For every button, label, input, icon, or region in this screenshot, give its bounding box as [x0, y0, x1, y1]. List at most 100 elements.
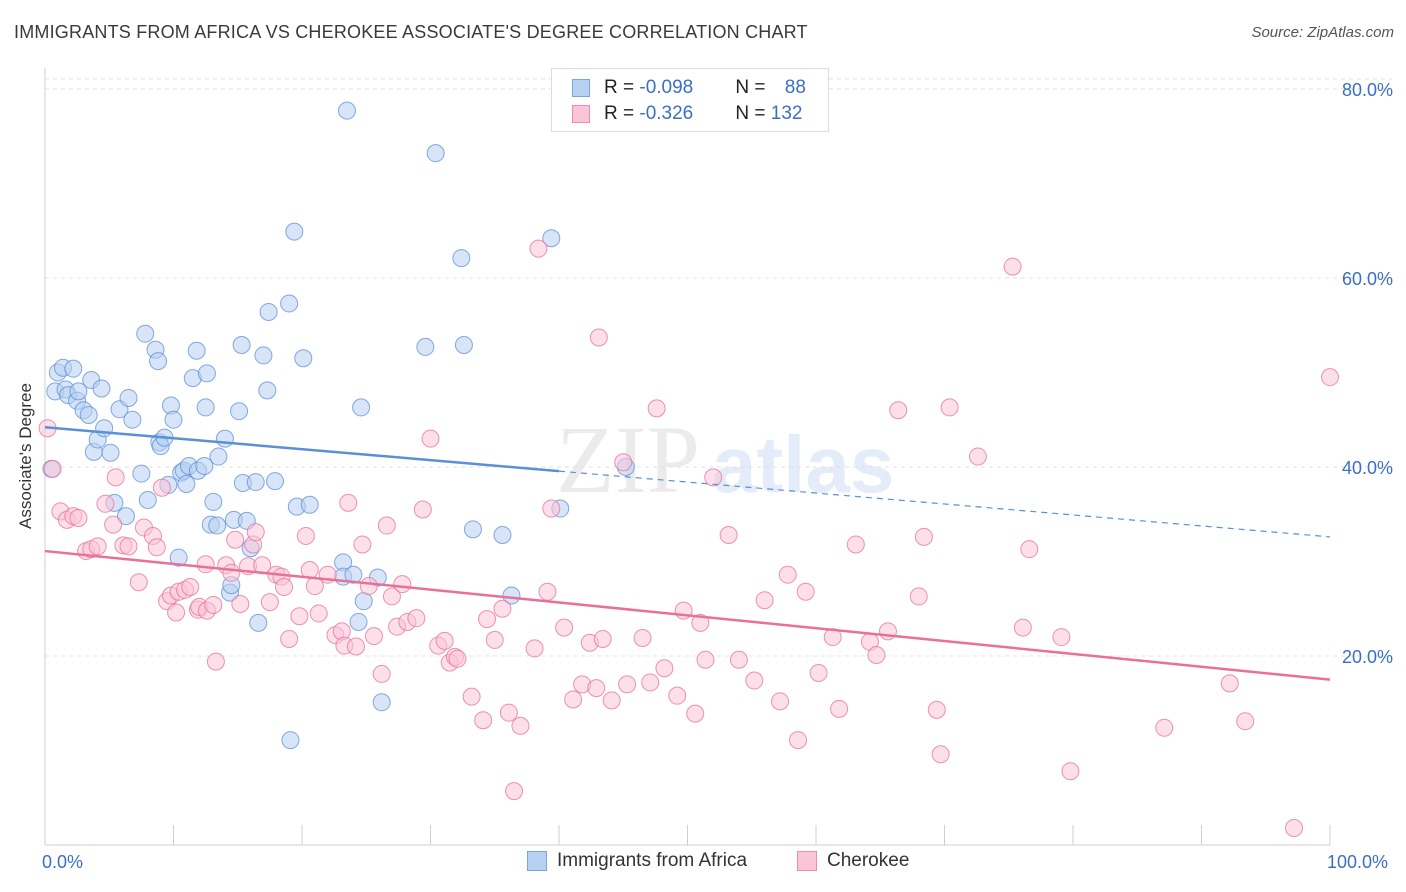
data-point — [1220, 674, 1239, 693]
data-point — [452, 249, 471, 268]
data-point — [614, 453, 633, 472]
legend-r-label: R = — [604, 77, 640, 98]
data-point — [587, 679, 606, 698]
data-point — [729, 650, 748, 669]
data-point — [796, 582, 815, 601]
data-point — [377, 516, 396, 535]
data-point — [878, 622, 897, 641]
data-point — [589, 328, 608, 347]
data-point — [416, 337, 435, 356]
legend-r-value: -0.098 — [639, 77, 694, 98]
legend-n-value: 88 — [784, 77, 806, 98]
data-point — [129, 573, 148, 592]
data-point — [116, 507, 135, 526]
data-point — [655, 659, 674, 678]
data-point — [354, 592, 373, 611]
data-point — [132, 464, 151, 483]
data-point — [542, 229, 561, 248]
data-point — [529, 239, 548, 258]
data-point — [493, 599, 512, 618]
legend-n-value: 132 — [770, 103, 803, 124]
data-point — [789, 731, 808, 750]
data-point — [232, 336, 251, 355]
data-point — [280, 629, 299, 648]
data-point — [830, 699, 849, 718]
data-point — [349, 612, 368, 631]
legend-n-label: N = — [735, 77, 771, 98]
data-point — [95, 419, 114, 438]
watermark-atlas: atlas — [712, 420, 894, 509]
data-point — [478, 610, 497, 629]
data-point — [511, 716, 530, 735]
series-legend: Immigrants from Africa Cherokee — [0, 850, 1406, 878]
data-point — [119, 388, 138, 407]
data-point — [778, 565, 797, 584]
data-point — [931, 745, 950, 764]
data-point — [119, 537, 138, 556]
legend-n-label: N = — [735, 103, 771, 124]
data-point — [421, 429, 440, 448]
data-point — [104, 515, 123, 534]
legend-r-value: -0.326 — [639, 103, 694, 124]
data-point — [686, 704, 705, 723]
data-point — [525, 639, 544, 658]
data-point — [823, 628, 842, 647]
data-point — [249, 613, 268, 632]
data-point — [538, 582, 557, 601]
data-point — [909, 587, 928, 606]
legend-r-label: R = — [604, 103, 640, 124]
data-point — [771, 692, 790, 711]
data-point — [968, 447, 987, 466]
legend-label-cherokee: Cherokee — [827, 850, 910, 871]
data-point — [208, 516, 227, 535]
legend-item-cherokee[interactable]: Cherokee — [797, 850, 909, 872]
data-point — [136, 324, 155, 343]
data-point — [290, 607, 309, 626]
data-point — [1013, 618, 1032, 637]
data-point — [372, 664, 391, 683]
data-point — [196, 555, 215, 574]
series-cherokee — [38, 239, 1339, 837]
data-point — [88, 537, 107, 556]
data-point — [485, 630, 504, 649]
data-point — [230, 402, 249, 421]
legend-swatch-africa — [527, 851, 547, 871]
data-point — [889, 401, 908, 420]
x-tick-label-max: 100.0% — [1327, 852, 1389, 872]
correlation-legend: R = -0.098 N = 88 R = -0.326 N = 132 — [551, 68, 829, 132]
data-point — [64, 359, 83, 378]
legend-swatch-cherokee — [797, 851, 817, 871]
chart-title: IMMIGRANTS FROM AFRICA VS CHEROKEE ASSOC… — [14, 22, 808, 42]
data-point — [204, 492, 223, 511]
data-point — [266, 472, 285, 491]
data-point — [147, 538, 166, 557]
source-label: Source: ZipAtlas.com — [1251, 24, 1394, 41]
legend-item-africa[interactable]: Immigrants from Africa — [527, 850, 747, 872]
data-point — [641, 673, 660, 692]
data-point — [474, 711, 493, 730]
data-point — [352, 398, 371, 417]
data-point — [149, 352, 168, 371]
watermark: ZIP atlas — [556, 406, 894, 513]
data-point — [296, 526, 315, 545]
data-point — [246, 523, 265, 542]
data-point — [555, 618, 574, 637]
data-point — [927, 700, 946, 719]
data-point — [167, 603, 186, 622]
data-point — [226, 530, 245, 549]
data-point — [346, 637, 365, 656]
data-point — [602, 691, 621, 710]
data-point — [1020, 540, 1039, 559]
data-point — [196, 398, 215, 417]
legend-swatch-africa — [572, 79, 590, 97]
legend-row-cherokee: R = -0.326 N = 132 — [572, 101, 802, 127]
data-point — [505, 782, 524, 801]
data-point — [1285, 818, 1304, 837]
series-immigrants-from-africa — [42, 101, 635, 750]
data-point — [359, 577, 378, 596]
y-tick-labels: 20.0% 40.0% 60.0% 80.0% — [1342, 80, 1393, 667]
data-point — [1003, 257, 1022, 276]
data-point — [846, 535, 865, 554]
data-point — [123, 410, 142, 429]
